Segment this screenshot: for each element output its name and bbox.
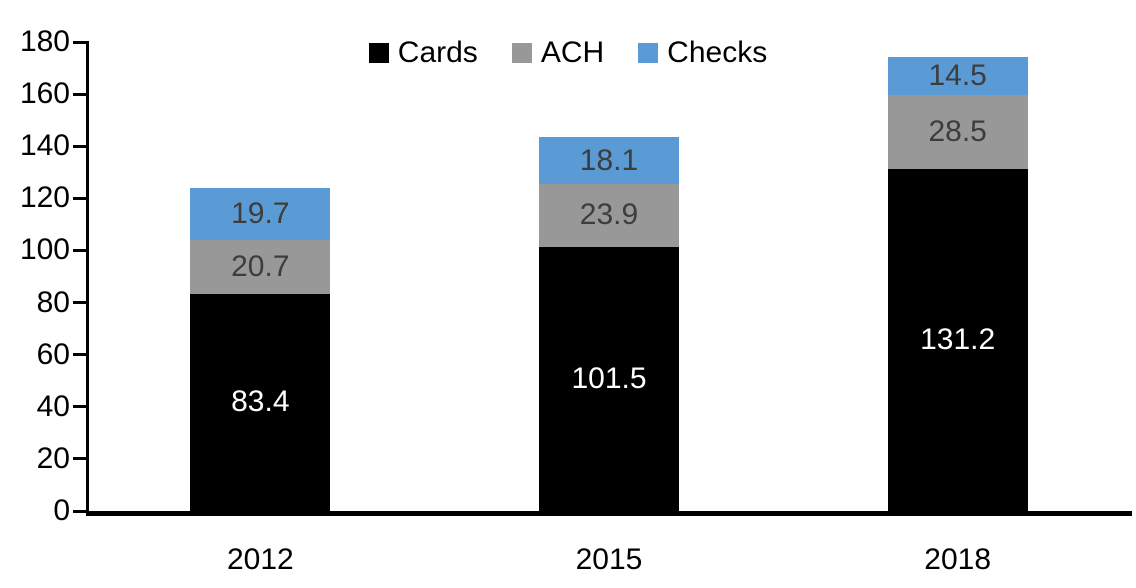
x-axis-line (86, 511, 1132, 516)
legend-swatch-icon (368, 43, 389, 63)
y-axis-tick (73, 405, 86, 409)
y-axis-tick-label: 80 (36, 285, 70, 319)
bar-segment-checks-2015: 18.1 (539, 137, 679, 185)
bar-segment-ach-2018: 28.5 (887, 94, 1028, 170)
bar-segment-cards-2018: 131.2 (887, 169, 1028, 511)
y-axis-tick-label: 40 (36, 389, 70, 423)
y-axis-tick-label: 140 (19, 129, 70, 163)
bar-segment-ach-2012: 20.7 (190, 239, 331, 294)
x-axis-category-label: 2015 (575, 543, 643, 576)
bar-value-label: 101.5 (571, 361, 647, 395)
bar-value-label: 23.9 (579, 198, 639, 232)
bar-value-label: 20.7 (231, 249, 290, 283)
x-axis-category-label: 2012 (226, 543, 294, 576)
bar-segment-cards-2012: 83.4 (190, 293, 331, 511)
bar-segment-ach-2015: 23.9 (539, 184, 679, 247)
bar-value-label: 18.1 (579, 143, 639, 177)
y-axis-tick-label: 20 (36, 441, 70, 475)
y-axis-tick (73, 509, 86, 513)
y-axis-tick (73, 196, 86, 200)
y-axis-tick-label: 100 (19, 233, 70, 267)
legend-item-checks: Checks (638, 36, 767, 70)
bar-value-label: 131.2 (920, 323, 996, 357)
y-axis-tick (73, 248, 86, 252)
y-axis-tick (73, 92, 86, 96)
y-axis-tick-label: 0 (53, 494, 70, 527)
legend-label: Checks (667, 36, 768, 69)
bar-segment-checks-2018: 14.5 (887, 57, 1028, 95)
bar-value-label: 14.5 (928, 58, 987, 92)
y-axis-tick (73, 40, 86, 44)
y-axis-tick (73, 353, 86, 357)
legend-swatch-icon (511, 43, 532, 63)
y-axis-tick (73, 457, 86, 461)
bar-value-label: 19.7 (231, 197, 290, 231)
bar-value-label: 83.4 (231, 385, 290, 419)
legend-item-cards: Cards (368, 36, 478, 70)
x-axis-category-label: 2018 (924, 543, 992, 576)
y-axis-tick-label: 160 (19, 77, 70, 111)
legend-swatch-icon (638, 43, 659, 63)
y-axis-tick-label: 120 (19, 181, 70, 215)
y-axis-tick-label: 60 (36, 337, 70, 371)
bar-segment-cards-2015: 101.5 (539, 246, 679, 511)
y-axis-tick (73, 301, 86, 305)
y-axis-tick-label: 180 (19, 25, 70, 58)
legend-label: Cards (397, 36, 478, 69)
bar-value-label: 28.5 (928, 115, 987, 149)
chart-legend: Cards ACH Checks (0, 33, 1136, 73)
y-axis-tick (73, 144, 86, 148)
legend-item-ach: ACH (511, 36, 605, 70)
legend-label: ACH (540, 36, 605, 69)
y-axis-line (86, 41, 89, 515)
bar-segment-checks-2012: 19.7 (190, 188, 331, 240)
